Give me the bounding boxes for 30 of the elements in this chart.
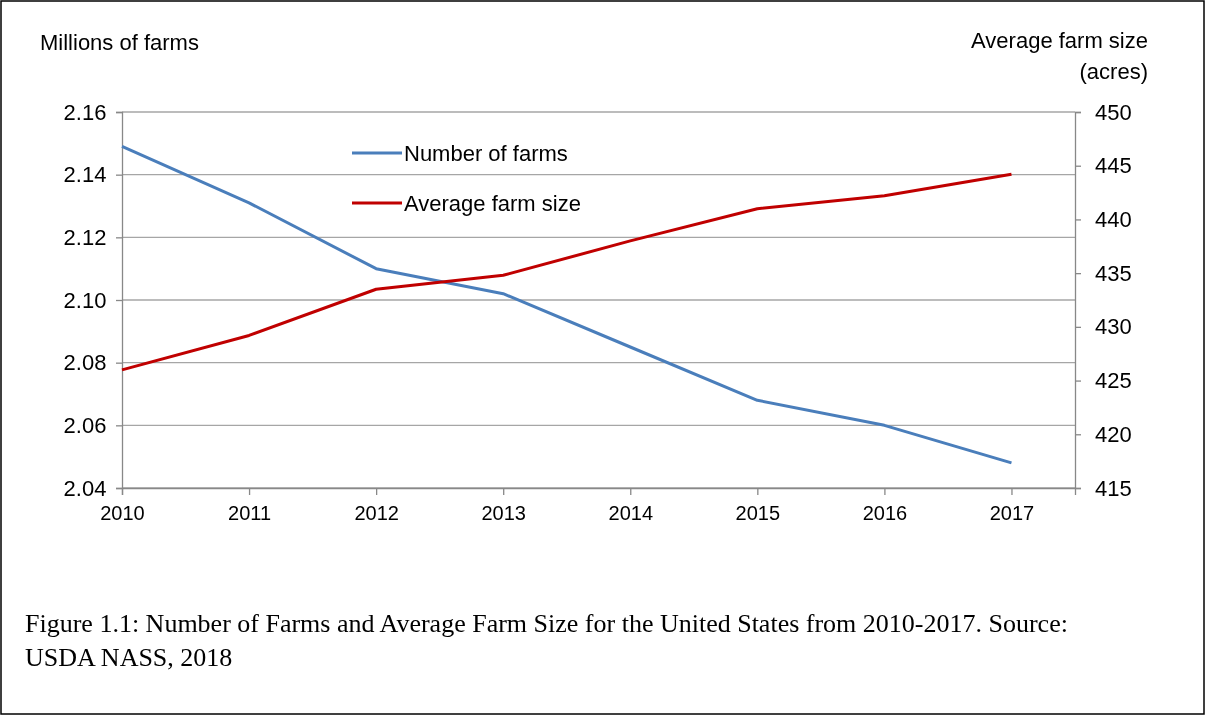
- legend-label: Number of farms: [404, 141, 568, 166]
- x-tick-label: 2014: [608, 502, 654, 524]
- y2-tick-label: 430: [1095, 314, 1132, 340]
- x-tick-label: 2013: [481, 502, 526, 524]
- y2-tick-label: 450: [1095, 99, 1132, 125]
- y-tick-label: 2.08: [63, 350, 107, 376]
- x-tick-label: 2015: [735, 502, 781, 524]
- x-tick-label: 2011: [228, 502, 272, 524]
- y-tick-label: 2.06: [63, 412, 107, 438]
- y-axis-title: Millions of farms: [40, 30, 199, 55]
- y2-tick-label: 415: [1095, 475, 1132, 501]
- line-series: [120, 144, 1013, 465]
- x-tick-label: 2016: [862, 502, 908, 524]
- y-tick-label: 2.10: [63, 287, 107, 313]
- y-tick-label: 2.16: [63, 99, 107, 125]
- x-tick-label: 2012: [354, 502, 399, 524]
- x-tick-label: 2010: [100, 502, 145, 524]
- y2-tick-label: 420: [1095, 421, 1132, 447]
- y2-tick-label: 440: [1095, 206, 1132, 232]
- y2-tick-label: 445: [1095, 153, 1132, 179]
- line-series: [120, 172, 1013, 372]
- caption: Figure 1.1: Number of Farms and Average Farm Size for the United States from 2010-2017. Source: USDA NASS, 2018: [25, 609, 1068, 672]
- y2-tick-label: 435: [1095, 260, 1132, 286]
- y-tick-label: 2.04: [63, 475, 107, 501]
- x-tick-label: 2017: [989, 502, 1035, 524]
- y2-axis-title: Average farm size (acres): [971, 28, 1148, 84]
- y-tick-label: 2.14: [63, 162, 107, 188]
- y2-tick-label: 425: [1095, 368, 1132, 394]
- y-tick-label: 2.12: [63, 224, 107, 250]
- legend-label: Average farm size: [404, 191, 581, 216]
